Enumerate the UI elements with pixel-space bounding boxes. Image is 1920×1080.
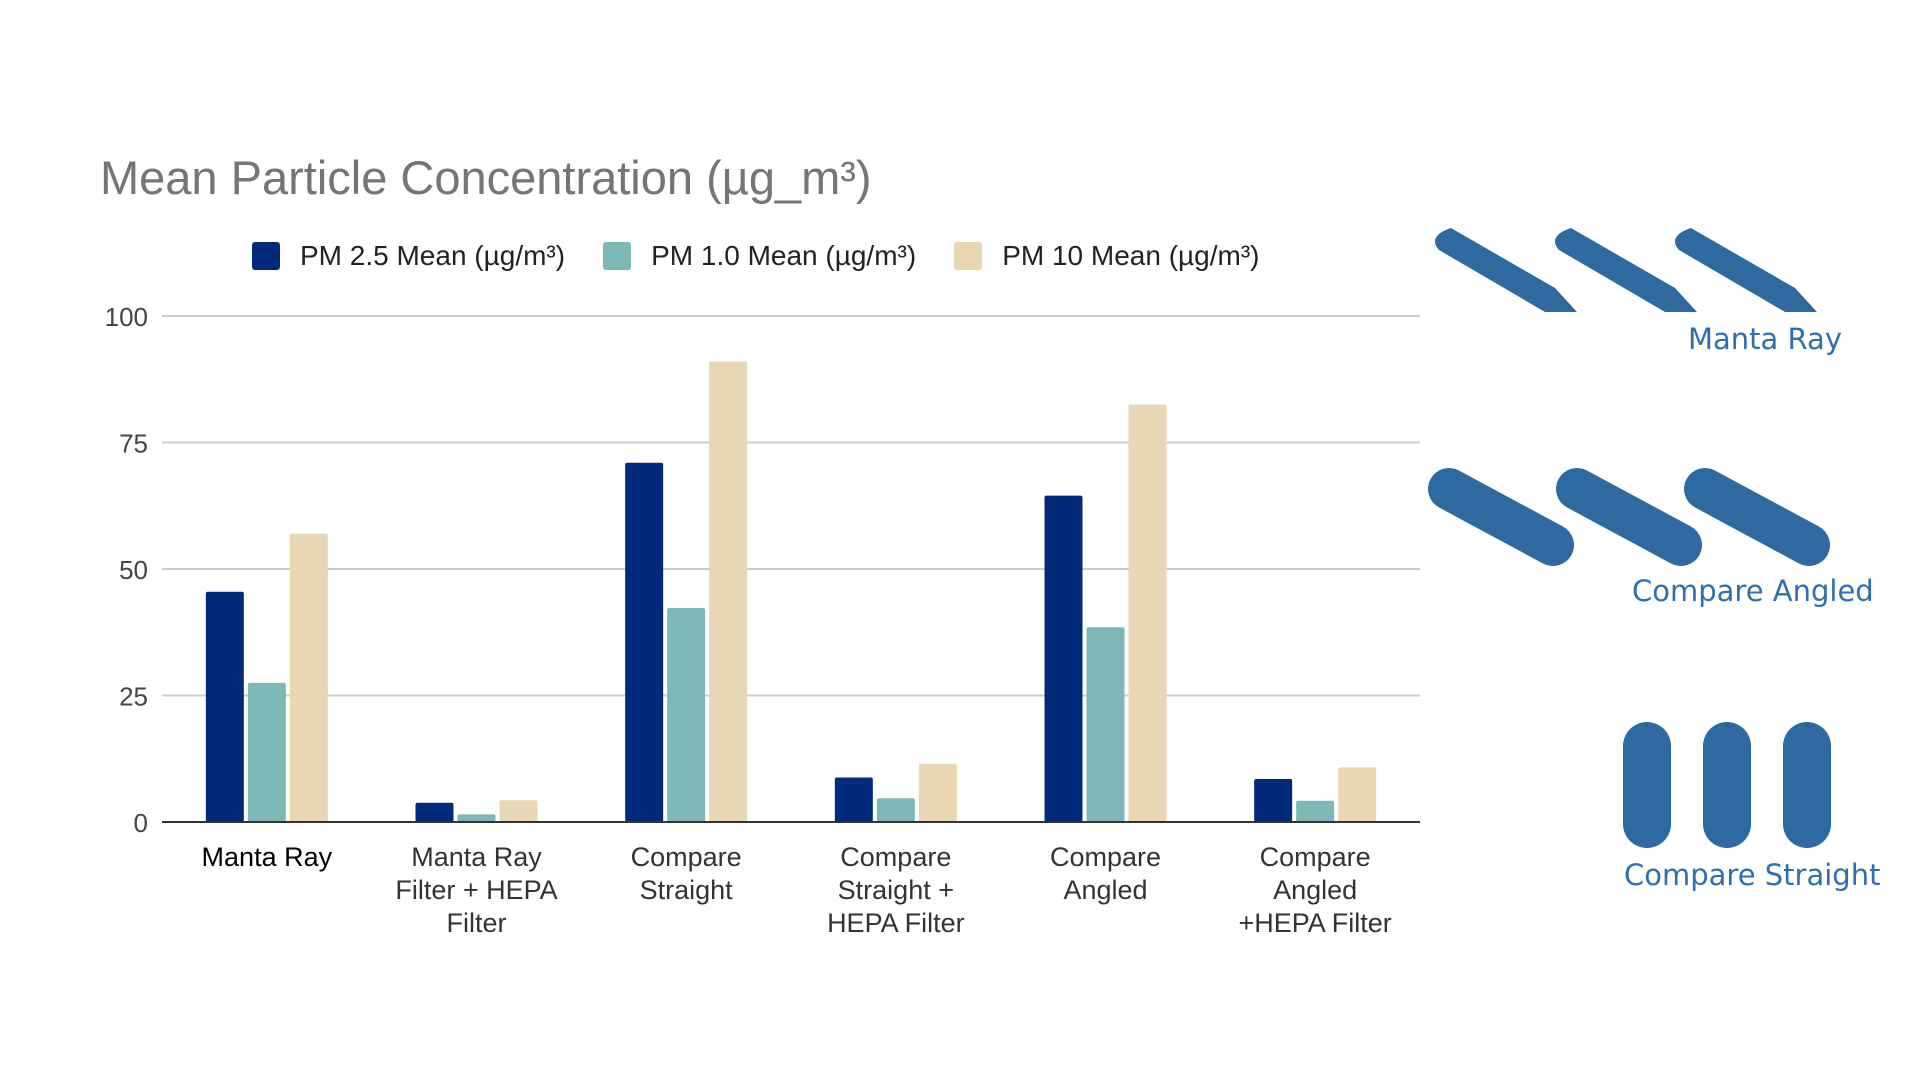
legend-swatch-pm10 (954, 242, 983, 270)
compare-straight-fins-diagram (1623, 722, 1831, 848)
legend-label-pm10: PM 10 Mean (µg/m³) (1002, 240, 1260, 271)
x-tick-label: Compare Straight + HEPA Filter (827, 842, 965, 938)
x-tick-label-line: Manta Ray (411, 842, 542, 872)
bar[interactable] (205, 591, 244, 822)
y-tick-label: 0 (134, 808, 148, 838)
straight-fin-2 (1703, 722, 1751, 848)
bars (205, 361, 1377, 822)
straight-fin-1 (1623, 722, 1671, 848)
manta-ray-fins-diagram (1435, 228, 1817, 312)
x-tick-label-line: +HEPA Filter (1239, 908, 1392, 938)
compare-straight-label: Compare Straight (1624, 858, 1881, 892)
legend-label-pm25: PM 2.5 Mean (µg/m³) (300, 240, 566, 271)
x-tick-label-line: Compare (840, 842, 951, 872)
y-tick-label: 50 (119, 555, 148, 585)
manta-fin-2 (1555, 228, 1697, 312)
legend-swatch-pm1 (603, 242, 632, 270)
angled-fin-1 (1428, 468, 1574, 566)
x-tick-label: Compare Angled +HEPA Filter (1239, 842, 1392, 938)
x-tick-label-line: Compare (631, 842, 742, 872)
legend-label-pm1: PM 1.0 Mean (µg/m³) (651, 240, 917, 271)
legend-item-pm25[interactable]: PM 2.5 Mean (µg/m³) (252, 240, 565, 272)
x-tick-label-line: Compare (1260, 842, 1371, 872)
x-tick-label-line: Manta Ray (202, 842, 333, 872)
x-tick-label-line: Straight (640, 875, 734, 905)
bar[interactable] (876, 798, 915, 822)
bar[interactable] (1338, 767, 1377, 822)
angled-fin-2 (1556, 468, 1702, 566)
bar[interactable] (1086, 627, 1125, 822)
y-tick-label: 25 (119, 682, 148, 712)
manta-fin-1 (1435, 228, 1577, 312)
compare-angled-fins-diagram (1428, 468, 1830, 566)
bar[interactable] (415, 802, 454, 822)
bar[interactable] (667, 607, 706, 822)
compare-angled-label: Compare Angled (1632, 574, 1874, 608)
legend-item-pm10[interactable]: PM 10 Mean (µg/m³) (954, 240, 1260, 272)
angled-fin-3 (1684, 468, 1830, 566)
x-tick-label-line: Straight + (838, 875, 954, 905)
straight-fin-3 (1783, 722, 1831, 848)
x-tick-label-line: Compare (1050, 842, 1161, 872)
x-tick-label: Compare Straight (631, 842, 742, 905)
bar[interactable] (834, 777, 873, 822)
x-tick-label-line: Filter + HEPA (395, 875, 557, 905)
manta-ray-label: Manta Ray (1688, 322, 1842, 356)
bar[interactable] (709, 361, 748, 822)
y-tick-label: 75 (119, 429, 148, 459)
bar[interactable] (247, 682, 286, 822)
legend-swatch-pm25 (252, 242, 280, 270)
chart-title: Mean Particle Concentration (µg_m³) (100, 151, 872, 204)
bar[interactable] (289, 533, 328, 822)
y-axis-ticks: 0 25 50 75 100 (105, 302, 148, 838)
bar[interactable] (1296, 800, 1335, 822)
x-tick-label: Compare Angled (1050, 842, 1161, 905)
manta-fin-3 (1675, 228, 1817, 312)
x-tick-label-line: Angled (1063, 875, 1147, 905)
legend: PM 2.5 Mean (µg/m³) PM 1.0 Mean (µg/m³) … (252, 236, 1298, 276)
bar[interactable] (1254, 778, 1293, 822)
gridlines (162, 315, 1420, 697)
bar[interactable] (1128, 404, 1167, 822)
x-axis-labels: Manta Ray Manta Ray Filter + HEPA FilterCom… (202, 842, 1392, 938)
x-tick-label-line: Angled (1273, 875, 1357, 905)
bar[interactable] (1044, 495, 1083, 822)
bar[interactable] (918, 763, 957, 822)
x-tick-label-line: HEPA Filter (827, 908, 965, 938)
legend-item-pm10-small[interactable]: PM 1.0 Mean (µg/m³) (603, 240, 916, 272)
bar[interactable] (457, 814, 496, 822)
y-tick-label: 100 (105, 302, 148, 332)
x-tick-label-line: Filter (447, 908, 507, 938)
bar[interactable] (625, 462, 664, 822)
bar[interactable] (499, 800, 538, 822)
x-tick-label: Manta Ray (202, 842, 333, 872)
x-tick-label: Manta Ray Filter + HEPA Filter (395, 842, 557, 938)
